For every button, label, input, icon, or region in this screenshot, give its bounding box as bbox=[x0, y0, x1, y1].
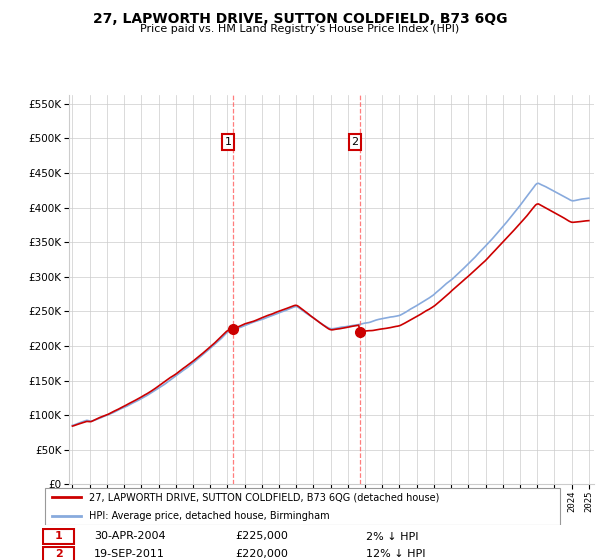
FancyBboxPatch shape bbox=[43, 547, 74, 560]
Text: 2: 2 bbox=[352, 137, 359, 147]
Text: 1: 1 bbox=[55, 531, 62, 542]
Text: 27, LAPWORTH DRIVE, SUTTON COLDFIELD, B73 6QG: 27, LAPWORTH DRIVE, SUTTON COLDFIELD, B7… bbox=[93, 12, 507, 26]
Text: 2% ↓ HPI: 2% ↓ HPI bbox=[365, 531, 418, 542]
Text: Price paid vs. HM Land Registry’s House Price Index (HPI): Price paid vs. HM Land Registry’s House … bbox=[140, 24, 460, 34]
Text: 12% ↓ HPI: 12% ↓ HPI bbox=[365, 549, 425, 559]
Text: 1: 1 bbox=[224, 137, 232, 147]
Text: HPI: Average price, detached house, Birmingham: HPI: Average price, detached house, Birm… bbox=[89, 511, 329, 521]
Text: 30-APR-2004: 30-APR-2004 bbox=[94, 531, 166, 542]
Text: 27, LAPWORTH DRIVE, SUTTON COLDFIELD, B73 6QG (detached house): 27, LAPWORTH DRIVE, SUTTON COLDFIELD, B7… bbox=[89, 492, 439, 502]
Text: £225,000: £225,000 bbox=[235, 531, 288, 542]
Text: £220,000: £220,000 bbox=[235, 549, 288, 559]
Text: 2: 2 bbox=[55, 549, 62, 559]
FancyBboxPatch shape bbox=[43, 529, 74, 544]
FancyBboxPatch shape bbox=[44, 488, 560, 525]
Text: 19-SEP-2011: 19-SEP-2011 bbox=[94, 549, 165, 559]
